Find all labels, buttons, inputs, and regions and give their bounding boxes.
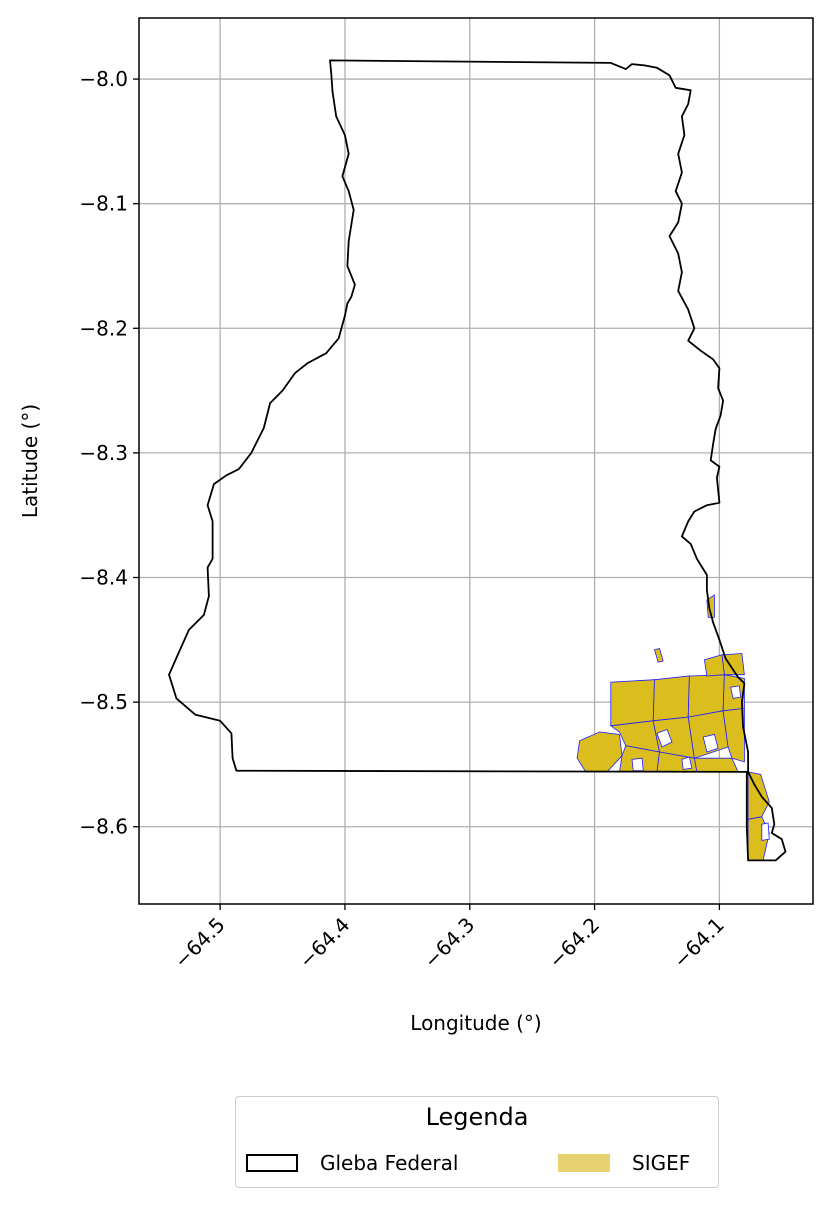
sigef-parcel-10 [693, 757, 739, 773]
sigef-parcel-7 [722, 707, 745, 763]
legend-item-gleba-federal: Gleba Federal [246, 1151, 458, 1175]
y-tick-label-0: −8.0 [79, 67, 128, 91]
y-tick-label-3: −8.3 [79, 441, 128, 465]
sigef-gap-4 [761, 822, 770, 841]
y-tick-label-4: −8.4 [79, 566, 128, 590]
gleba-federal-layer [168, 59, 787, 862]
sigef-gap-0 [656, 728, 673, 748]
y-tick-label-2: −8.2 [79, 316, 128, 340]
gleba-federal-boundary [168, 59, 787, 862]
sigef-parcel-13 [703, 654, 725, 677]
sigef-gap-3 [631, 757, 644, 772]
sigef-parcel-2 [687, 674, 725, 718]
sigef-gap-5 [730, 685, 742, 699]
sigef-gap-2 [681, 756, 693, 770]
legend-swatch-gleba-federal [246, 1154, 298, 1172]
legend-title: Legenda [425, 1103, 529, 1131]
legend-swatch-sigef [558, 1154, 610, 1172]
y-tick-label-5: −8.5 [79, 690, 128, 714]
y-tick-label-6: −8.6 [79, 815, 128, 839]
y-tick-label-1: −8.1 [79, 192, 128, 216]
legend-label-gleba-federal: Gleba Federal [320, 1151, 459, 1175]
map-layers [168, 59, 787, 862]
sigef-parcel-0 [610, 679, 655, 727]
legend: Legenda Gleba Federal SIGEF [235, 1096, 719, 1188]
x-axis-label: Longitude (°) [410, 1011, 541, 1035]
sigef-parcel-11 [576, 731, 623, 773]
sigef-gap-1 [702, 734, 719, 753]
y-axis-ticks: −8.0 −8.1 −8.2 −8.3 −8.4 −8.5 −8.6 [79, 67, 139, 839]
legend-label-sigef: SIGEF [632, 1151, 691, 1175]
legend-item-sigef: SIGEF [558, 1151, 690, 1175]
sigef-parcel-1 [652, 675, 690, 722]
sigef-gaps-layer [631, 685, 770, 841]
sigef-parcel-14 [653, 648, 664, 663]
axes-frame [138, 17, 814, 905]
y-axis-label: Latitude (°) [18, 404, 42, 518]
